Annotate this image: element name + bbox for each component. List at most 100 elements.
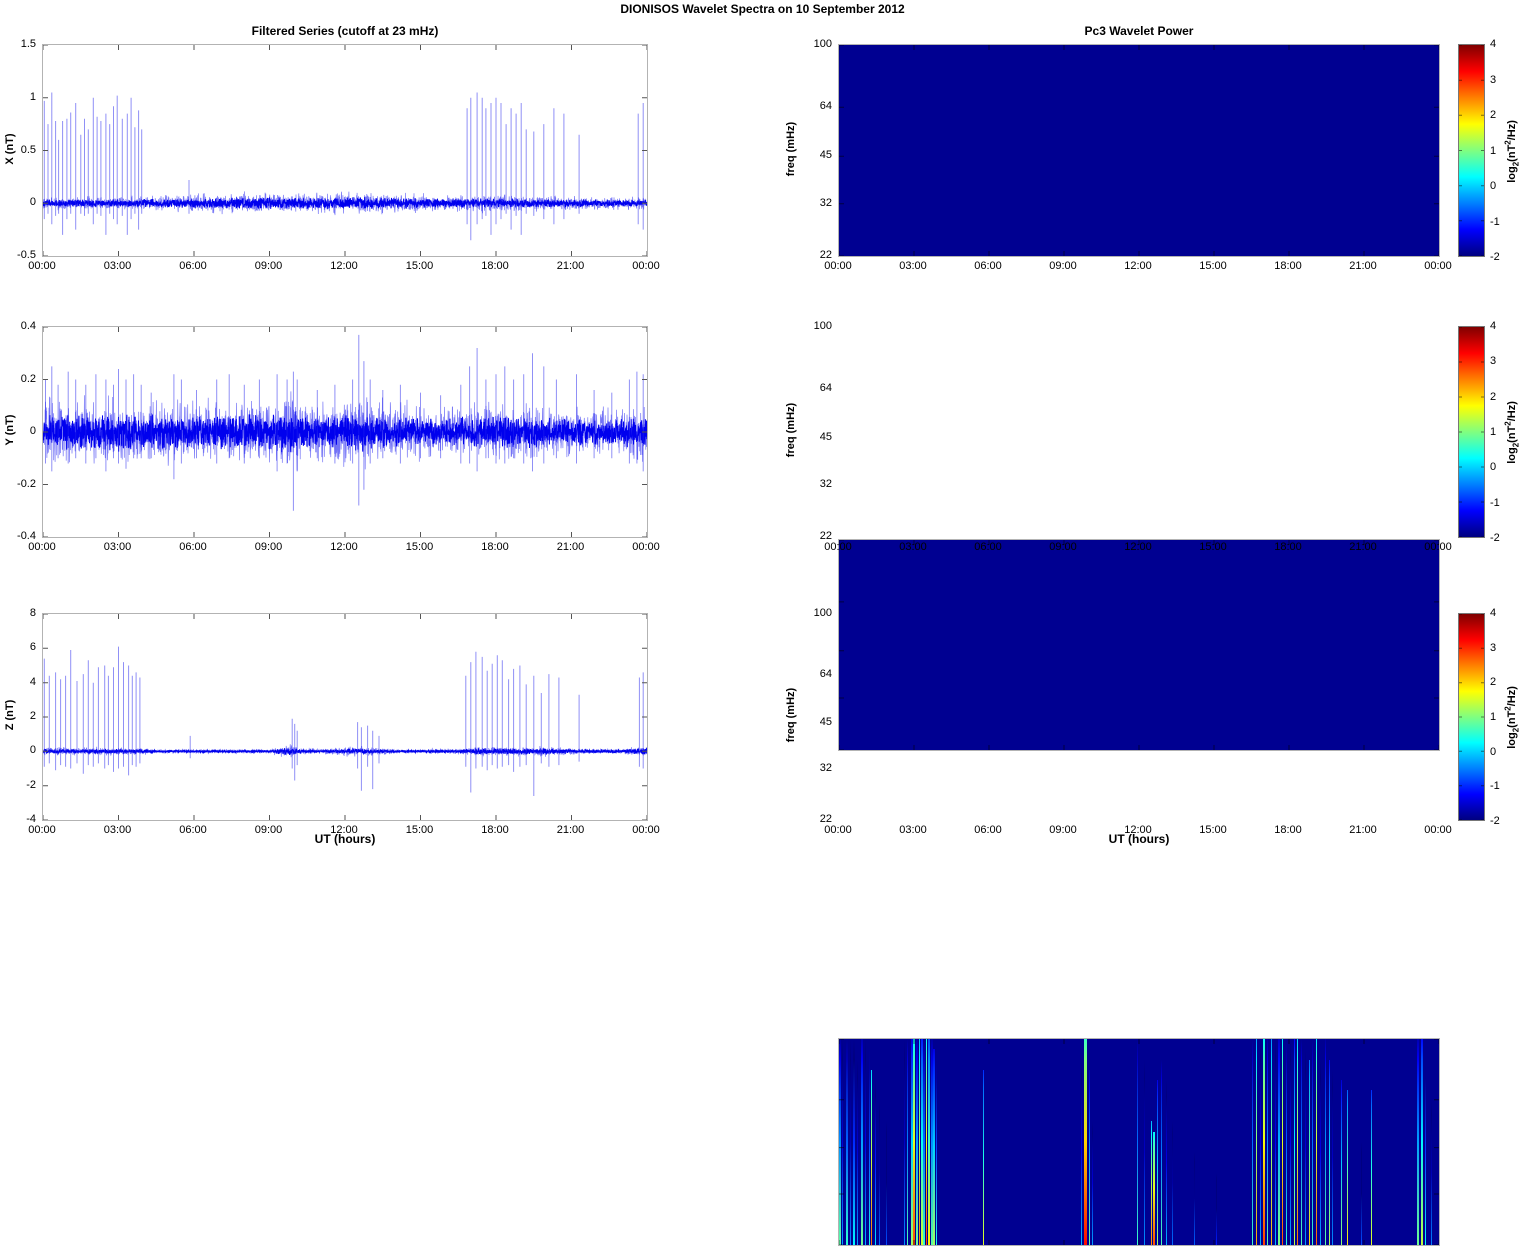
x-tick-label: 00:00: [1424, 541, 1452, 553]
y-tick-label: 0.4: [20, 320, 36, 332]
x-tick-label: 18:00: [1274, 260, 1302, 272]
x-tick-label: 00:00: [824, 824, 852, 836]
colorbar-tick-label: 0: [1490, 461, 1497, 474]
x-tick-label: 00:00: [28, 824, 56, 836]
y-tick-label: 1: [29, 90, 36, 103]
colorbar-tick-label: 2: [1490, 390, 1497, 403]
x-tick-label: 00:00: [28, 541, 56, 553]
colorbar-tick-label: 3: [1490, 641, 1497, 654]
colorbar: [1458, 613, 1485, 821]
x-tick-label: 00:00: [28, 260, 56, 272]
ylabel-series-x: X (nT): [4, 132, 16, 165]
y-tick-label: 100: [813, 38, 832, 50]
colorbar-ticks: [1459, 614, 1484, 820]
y-tick-label: -0.5: [17, 249, 36, 261]
x-tick-label: 09:00: [254, 824, 283, 836]
x-tick-label: 06:00: [179, 260, 207, 272]
x-tick-label: 12:00: [1124, 260, 1152, 272]
y-tick-label: -0.4: [17, 530, 36, 542]
noise-trace-core: [43, 411, 647, 453]
spike-lines: [45, 334, 644, 511]
y-tick-label: -0.2: [17, 477, 36, 490]
x-tick-label: 00:00: [632, 541, 660, 553]
y-tick-label: 64: [819, 381, 832, 394]
x-tick-label: 06:00: [179, 824, 207, 836]
x-tick-label: 21:00: [1349, 541, 1377, 553]
colorbar-tick-label: 0: [1490, 745, 1497, 758]
y-tick-label: 22: [819, 530, 832, 542]
y-tick-label: 32: [819, 478, 832, 491]
ylabel-wavelet-z: freq (mHz): [785, 687, 797, 743]
colorbar-gradient: [1459, 327, 1484, 537]
figure-title: DIONISOS Wavelet Spectra on 10 September…: [620, 2, 905, 16]
x-tick-label: 00:00: [632, 824, 660, 836]
colorbar: [1458, 44, 1485, 257]
axis-ticks: [839, 1039, 1439, 1245]
colorbar-tick-label: 4: [1490, 607, 1497, 619]
unit-text: /Hz): [1506, 119, 1519, 140]
unit-sup: 2: [1503, 421, 1513, 426]
unit-text: log: [1506, 165, 1519, 183]
x-tick-label: 15:00: [1199, 260, 1227, 272]
y-tick-label: 32: [819, 762, 832, 775]
y-tick-label: 64: [819, 100, 832, 113]
x-tick-label: 21:00: [1349, 824, 1377, 836]
x-tick-label: 00:00: [1424, 260, 1452, 272]
plot-area-series-y: [43, 327, 647, 537]
x-tick-label: 00:00: [824, 541, 852, 553]
unit-text: /Hz): [1506, 401, 1519, 422]
x-tick-label: 03:00: [899, 824, 927, 836]
ylabel-wavelet-x: freq (mHz): [785, 121, 797, 176]
unit-sub: 2: [1511, 442, 1521, 448]
y-tick-label: 0: [29, 196, 36, 209]
colorbar: [1458, 326, 1485, 538]
x-tick-label: 03:00: [103, 541, 132, 553]
panel-series-z: [42, 613, 648, 821]
y-tick-label: 6: [29, 641, 36, 654]
y-tick-label: 45: [819, 430, 832, 443]
y-tick-label: 0.5: [20, 143, 36, 156]
x-tick-label: 21:00: [556, 260, 585, 272]
x-tick-label: 09:00: [1049, 541, 1077, 553]
colorbar-ticks: [1459, 327, 1484, 537]
y-tick-label: 0: [29, 425, 36, 437]
spec-ticks-overlay: [839, 540, 1439, 750]
colorbar-unit-label: log2(nT2/Hz): [1504, 657, 1521, 777]
x-tick-label: 09:00: [1049, 260, 1077, 272]
axis-ticks: [43, 45, 647, 256]
spike-lines: [43, 646, 644, 796]
y-tick-label: 4: [29, 675, 36, 688]
unit-text: /Hz): [1506, 686, 1519, 707]
x-tick-label: 12:00: [330, 260, 358, 272]
unit-sub: 2: [1511, 161, 1521, 166]
x-tick-label: 00:00: [824, 260, 852, 272]
x-tick-label: 21:00: [1349, 260, 1377, 272]
colorbar-tick-label: 3: [1490, 355, 1497, 368]
colorbar-tick-label: 2: [1490, 109, 1497, 121]
colorbar-tick-label: 4: [1490, 38, 1497, 50]
x-tick-label: 03:00: [103, 260, 132, 272]
colorbar-tick-label: -1: [1490, 496, 1500, 509]
panel-wavelet-x: [838, 44, 1440, 257]
noise-trace-core: [43, 747, 647, 756]
y-tick-label: 45: [819, 715, 832, 728]
colorbar-tick-label: 1: [1490, 144, 1497, 157]
unit-text: (nT: [1506, 144, 1519, 162]
unit-sup: 2: [1503, 706, 1513, 711]
axis-ticks: [839, 540, 1439, 750]
x-tick-label: 15:00: [405, 260, 434, 272]
axis-ticks: [43, 327, 647, 537]
colorbar-unit-label: log2(nT2/Hz): [1504, 91, 1521, 211]
y-tick-label: 100: [813, 607, 832, 619]
x-tick-label: 06:00: [179, 541, 207, 553]
colorbar-tick-label: 1: [1490, 426, 1497, 438]
y-tick-label: 22: [819, 249, 832, 261]
x-tick-label: 00:00: [632, 260, 660, 272]
unit-sub: 2: [1511, 727, 1521, 733]
colorbar-tick-label: -1: [1490, 780, 1500, 793]
y-tick-label: 0: [29, 744, 36, 757]
colorbar-gradient: [1459, 614, 1484, 820]
unit-text: log: [1506, 447, 1519, 464]
x-tick-label: 12:00: [1124, 541, 1152, 553]
colorbar-tick-label: -2: [1490, 815, 1500, 827]
